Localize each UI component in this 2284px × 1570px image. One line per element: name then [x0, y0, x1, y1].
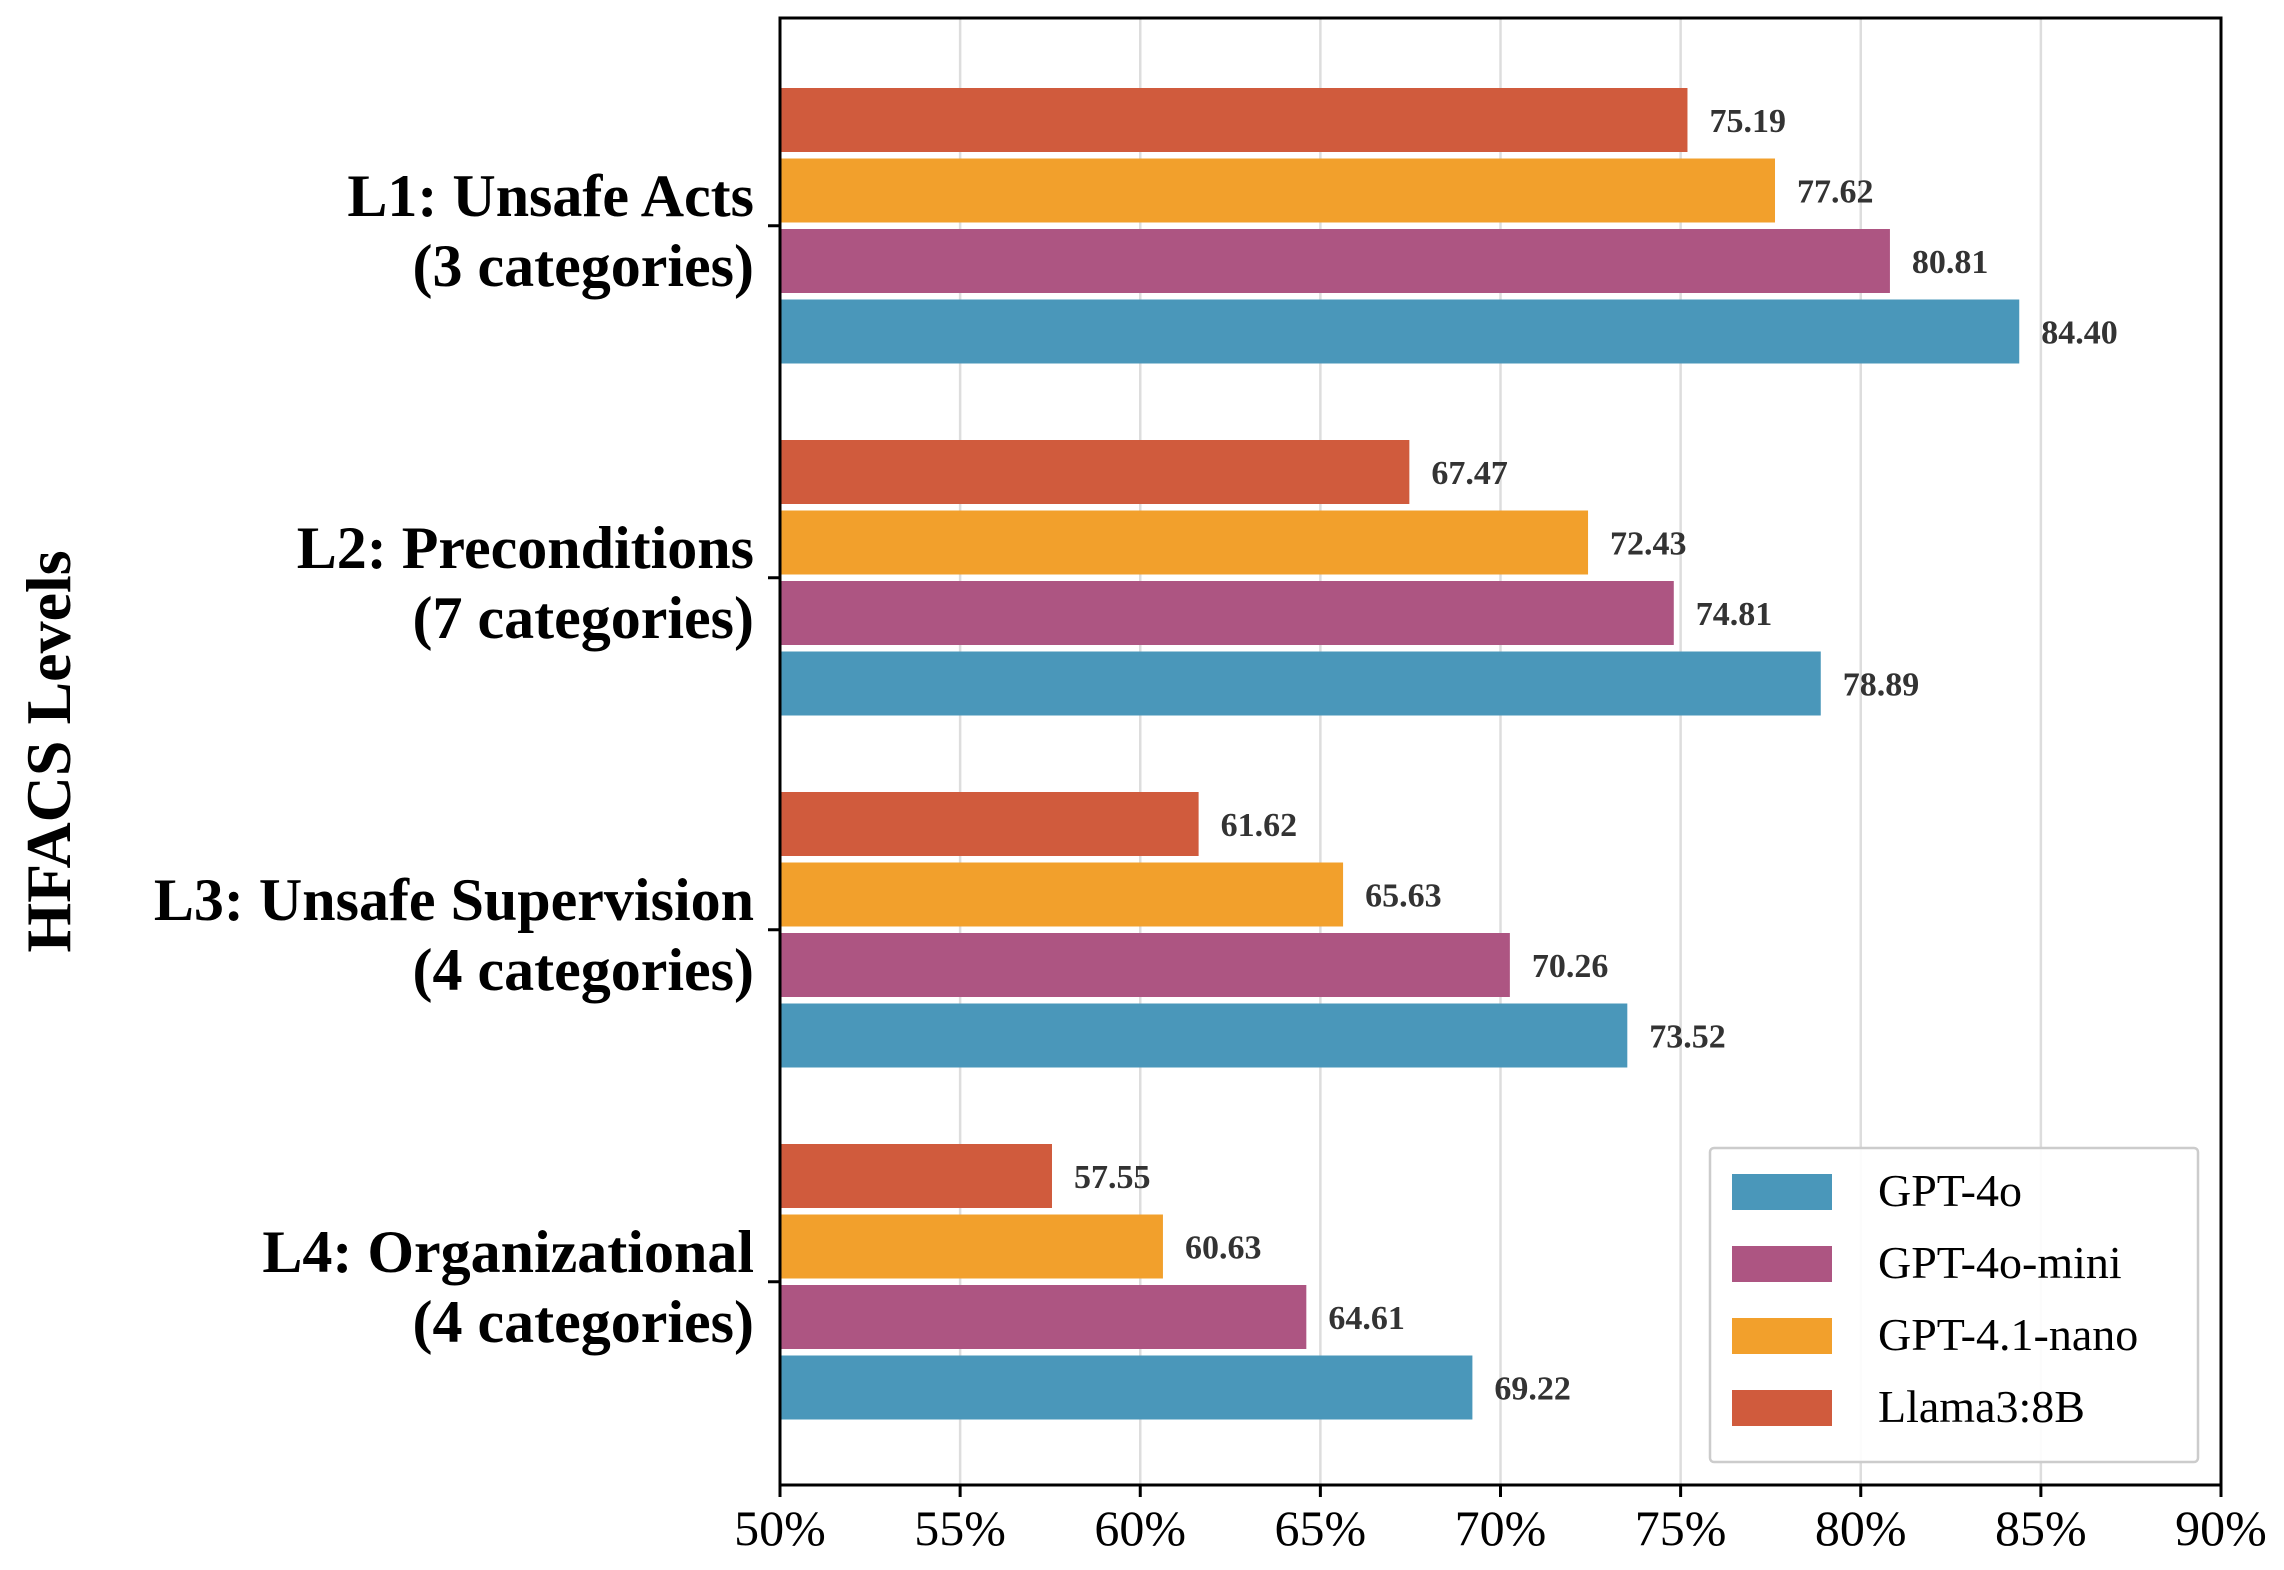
legend-label: GPT-4o-mini	[1878, 1237, 2122, 1288]
x-tick-label: 80%	[1815, 1500, 1907, 1556]
x-tick-label: 90%	[2175, 1500, 2267, 1556]
value-label: 69.22	[1494, 1371, 1571, 1408]
value-label: 77.62	[1797, 174, 1874, 211]
bars	[780, 88, 2020, 1420]
bar-gpt-4-1-nano-4	[780, 1214, 1163, 1279]
bar-llama3-8b-1	[780, 88, 1688, 152]
x-tick-label: 55%	[914, 1500, 1006, 1556]
x-axis-ticks: 50% 55% 60% 65% 70% 75% 80% 85% 90%	[734, 1485, 2267, 1556]
legend-swatch	[1732, 1318, 1832, 1354]
legend: GPT-4o GPT-4o-mini GPT-4.1-nano Llama3:8B	[1708, 1146, 2200, 1464]
value-label: 67.47	[1431, 455, 1508, 492]
legend-label: GPT-4.1-nano	[1878, 1309, 2138, 1360]
bar-gpt-4o-3	[780, 1003, 1628, 1068]
bar-gpt-4-1-nano-3	[780, 862, 1344, 927]
bar-gpt-4-1-nano-2	[780, 510, 1589, 575]
x-tick-label: 70%	[1455, 1500, 1547, 1556]
value-label: 75.19	[1709, 103, 1786, 140]
value-label: 60.63	[1185, 1230, 1262, 1267]
bar-gpt-4o-mini-4	[780, 1285, 1307, 1349]
legend-label: Llama3:8B	[1878, 1381, 2085, 1432]
bar-llama3-8b-4	[780, 1144, 1052, 1208]
legend-label: GPT-4o	[1878, 1165, 2022, 1216]
x-tick-label: 85%	[1995, 1500, 2087, 1556]
bar-llama3-8b-3	[780, 792, 1199, 856]
x-tick-label: 75%	[1635, 1500, 1727, 1556]
category-label: L1: Unsafe Acts (3 categories)	[347, 163, 754, 299]
bar-gpt-4o-1	[780, 299, 2020, 364]
y-axis-categories: L1: Unsafe Acts (3 categories) L2: Precond…	[154, 163, 780, 1355]
value-label: 84.40	[2041, 315, 2118, 352]
legend-swatch	[1732, 1246, 1832, 1282]
bar-gpt-4o-mini-1	[780, 229, 1890, 293]
value-label: 57.55	[1074, 1159, 1151, 1196]
x-tick-label: 65%	[1275, 1500, 1367, 1556]
value-label: 61.62	[1221, 807, 1298, 844]
category-label: L3: Unsafe Supervision (4 categories)	[154, 867, 754, 1003]
bar-llama3-8b-2	[780, 440, 1410, 504]
category-label: L2: Preconditions (7 categories)	[297, 515, 754, 651]
legend-box	[1708, 1146, 2200, 1464]
legend-swatch	[1732, 1174, 1832, 1210]
bar-gpt-4o-4	[780, 1355, 1473, 1420]
category-label: L4: Organizational (4 categories)	[262, 1219, 754, 1355]
bar-gpt-4o-2	[780, 651, 1821, 716]
legend-swatch	[1732, 1390, 1832, 1426]
value-label: 78.89	[1843, 667, 1920, 704]
value-label: 72.43	[1610, 526, 1687, 563]
value-label: 80.81	[1912, 244, 1989, 281]
value-label: 73.52	[1649, 1019, 1726, 1056]
bar-gpt-4o-mini-2	[780, 581, 1674, 645]
value-label: 65.63	[1365, 878, 1442, 915]
bar-gpt-4-1-nano-1	[780, 158, 1776, 223]
value-label: 64.61	[1328, 1300, 1405, 1337]
x-tick-label: 50%	[734, 1500, 826, 1556]
x-tick-label: 60%	[1094, 1500, 1186, 1556]
bar-gpt-4o-mini-3	[780, 933, 1510, 997]
value-label: 74.81	[1696, 596, 1773, 633]
y-axis-title: HFACS Levels	[13, 550, 84, 952]
value-label: 70.26	[1532, 948, 1609, 985]
